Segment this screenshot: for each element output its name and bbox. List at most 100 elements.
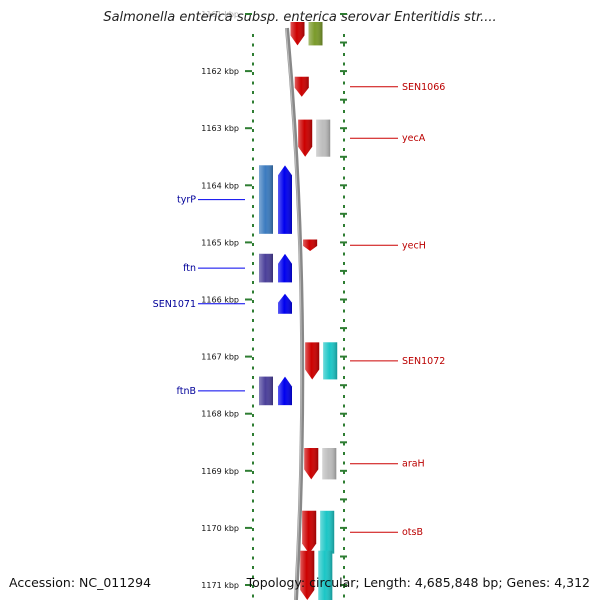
right-track-dot [343,518,345,522]
gene-category-shade [316,119,331,157]
right-track-dot [343,290,345,294]
right-track-dot [343,100,345,104]
gene-label: SEN1071 [153,299,196,310]
left-track-dot [252,518,254,522]
right-track-dot [343,233,345,237]
left-track-dot [252,214,254,218]
right-major-tick [340,127,347,130]
axis-tick-label: 1171 kbp [201,581,239,590]
right-track-dot [343,195,345,199]
right-track-dot [343,556,345,560]
right-track-dot [343,585,345,588]
axis-tick [245,526,252,529]
right-track-dot [343,461,345,465]
left-track-dot [252,205,254,208]
left-track-dot [252,547,254,550]
genome-backbone-highlight [285,27,302,600]
right-track-dot [343,423,345,427]
right-track-dot [343,385,345,389]
left-track-dot [252,461,254,465]
right-track-dot [343,281,345,284]
right-track-dot [343,328,345,332]
left-track-dot [252,81,254,85]
left-track-dot [252,129,254,132]
right-track-dot [343,309,345,313]
right-major-tick [340,555,347,558]
left-track-dot [252,452,254,455]
right-track-dot [343,433,345,436]
right-major-tick [340,155,347,158]
right-major-tick [340,526,347,529]
right-track-dot [343,186,345,189]
right-major-tick [340,184,347,187]
axis-tick-label: 1170 kbp [201,524,239,533]
left-track-dot [252,148,254,151]
axis-tick-label: 1162 kbp [201,67,239,76]
axis-tick [245,241,252,244]
left-track-dot [252,243,254,246]
right-track-dot [343,176,345,180]
left-track-dot [252,442,254,446]
left-track-dot [252,585,254,588]
gene-labels: SEN1066 yecA tyrP yecH ftn SEN1071 SEN1072 ftnB… [153,82,446,538]
left-track-dot [252,91,254,94]
left-track-dot [252,594,254,598]
left-track-dot [252,62,254,66]
gene-category-shade [259,376,273,406]
axis-tick [245,412,252,415]
left-track-dot [252,224,254,227]
right-track-dot [343,537,345,541]
axis-tick [245,469,252,472]
right-track-dot [343,119,345,123]
axis-tick-label: 1165 kbp [201,238,239,247]
left-track-dot [252,34,254,37]
axis-tick-label: 1163 kbp [201,124,239,133]
right-track-dot [343,138,345,142]
genome-backbone [285,27,305,600]
gene-category-shade [323,342,338,380]
left-track-dot [252,309,254,313]
left-track-dot [252,566,254,569]
gene-label: ftn [183,263,196,274]
left-track-dot [252,414,254,417]
map-title: Salmonella enterica subsp. enterica sero… [103,10,497,25]
axis-tick-label: 1168 kbp [201,410,239,419]
left-track-dot [252,366,254,370]
left-track-dot [252,43,254,47]
right-track-dot [343,271,345,275]
right-track-dot [343,366,345,370]
left-track-dot [252,262,254,265]
right-track-dot [343,490,345,493]
left-track-dot [252,404,254,408]
right-major-tick [340,327,347,330]
right-track-dot [343,157,345,161]
axis-tick [245,13,252,15]
left-track-dot [252,300,254,303]
axis-tick [245,298,252,301]
right-track-dot [343,547,345,550]
axis-tick [245,70,252,73]
right-major-tick [340,355,347,358]
left-track-dot [252,433,254,436]
gene-arrow-shade [278,293,292,314]
left-track-dot [252,100,254,104]
left-track-dot [252,509,254,512]
right-track-dot [343,300,345,303]
left-track-dot [252,328,254,332]
left-track-dot [252,480,254,484]
gene-label: yecA [402,133,426,144]
right-track-dot [343,205,345,208]
right-track-dot [343,53,345,56]
accession-text: Accession: NC_011294 [9,575,152,590]
left-track-dot [252,157,254,161]
right-major-tick [340,498,347,501]
gene-category-shade [322,448,337,480]
right-track-dot [343,129,345,132]
gene-label: tyrP [177,195,196,206]
gene-arrow-shade [305,342,320,380]
right-track-dot [343,347,345,351]
right-track-dot [343,404,345,408]
axis-tick-label: 1166 kbp [201,296,239,305]
axis-tick [245,584,252,586]
gene-arrow-shade [278,165,292,234]
